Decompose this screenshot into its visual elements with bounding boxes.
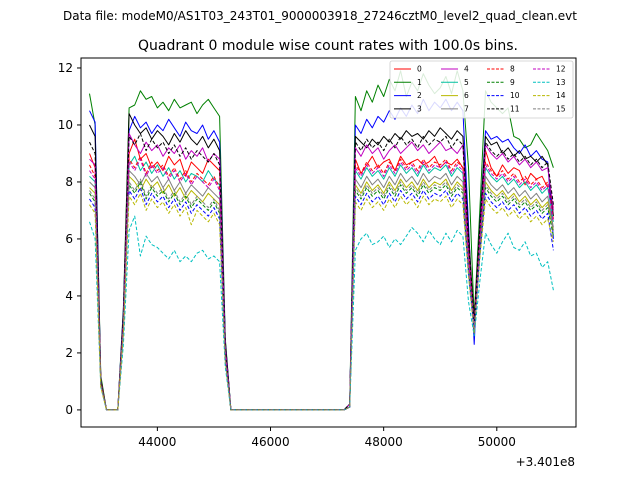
legend-label-7: 7 [464, 104, 469, 113]
legend-label-6: 6 [464, 91, 469, 100]
legend-label-3: 3 [417, 104, 422, 113]
y-axis: 0 2 4 6 8 10 12 [58, 61, 81, 417]
series-line-9 [89, 181, 554, 411]
y-tick-label: 8 [65, 175, 73, 189]
x-tick-label: 48000 [365, 435, 403, 449]
series-line-15 [89, 178, 554, 411]
legend-label-9: 9 [510, 78, 515, 87]
series-layer [89, 70, 554, 411]
legend-label-15: 15 [556, 104, 566, 113]
suptitle: Data file: modeM0/AS1T03_243T01_90000039… [63, 9, 577, 23]
legend-label-10: 10 [510, 91, 520, 100]
legend-label-1: 1 [417, 78, 422, 87]
legend-label-4: 4 [464, 65, 469, 74]
x-tick-label: 46000 [251, 435, 289, 449]
y-tick-label: 10 [58, 118, 73, 132]
y-tick-label: 6 [65, 232, 73, 246]
axes-frame [80, 57, 577, 428]
x-tick-label: 44000 [138, 435, 176, 449]
y-tick-label: 4 [65, 289, 73, 303]
legend-label-0: 0 [417, 65, 422, 74]
legend-label-13: 13 [556, 78, 566, 87]
legend-label-12: 12 [556, 65, 566, 74]
x-offset-label: +3.401e8 [516, 455, 575, 469]
legend-label-14: 14 [556, 91, 566, 100]
y-tick-label: 2 [65, 346, 73, 360]
y-tick-label: 12 [58, 61, 73, 75]
legend-frame [389, 60, 574, 119]
legend-label-8: 8 [510, 65, 515, 74]
x-axis: 44000 46000 48000 50000 [138, 427, 516, 449]
legend-label-11: 11 [510, 104, 520, 113]
x-tick-label: 50000 [478, 435, 516, 449]
axes-background [81, 58, 576, 427]
legend-label-2: 2 [417, 91, 422, 100]
y-tick-label: 0 [65, 403, 73, 417]
chart-title: Quadrant 0 module wise count rates with … [138, 38, 518, 54]
series-line-11 [89, 133, 554, 411]
legend-label-5: 5 [464, 78, 469, 87]
